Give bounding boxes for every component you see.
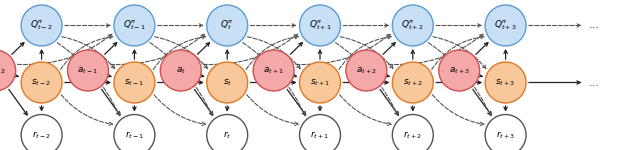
Ellipse shape [300,5,340,46]
Text: $Q_{t-2}^{\pi}$: $Q_{t-2}^{\pi}$ [30,19,53,32]
Text: $Q_{t+3}^{\pi}$: $Q_{t+3}^{\pi}$ [494,19,517,32]
Ellipse shape [114,114,155,150]
Text: $s_{t+1}$: $s_{t+1}$ [310,77,330,88]
Ellipse shape [439,50,480,91]
Ellipse shape [0,50,16,91]
Text: $Q_{t-1}^{\pi}$: $Q_{t-1}^{\pi}$ [123,19,146,32]
Text: ...: ... [589,21,600,30]
Ellipse shape [485,5,526,46]
Text: $r_{t+1}$: $r_{t+1}$ [310,129,330,141]
Ellipse shape [346,50,387,91]
Ellipse shape [253,50,294,91]
Text: $a_{t+2}$: $a_{t+2}$ [356,65,377,76]
Text: $Q_{t+2}^{\pi}$: $Q_{t+2}^{\pi}$ [401,19,424,32]
Ellipse shape [207,5,248,46]
Ellipse shape [207,114,248,150]
Text: $r_{t+3}$: $r_{t+3}$ [496,129,515,141]
Text: $s_{t+3}$: $s_{t+3}$ [495,77,516,88]
Ellipse shape [207,62,248,103]
Text: $s_t$: $s_t$ [223,77,232,88]
Text: ...: ... [589,78,600,87]
Ellipse shape [21,5,62,46]
Ellipse shape [392,62,433,103]
Ellipse shape [160,50,201,91]
Text: $a_{t-1}$: $a_{t-1}$ [77,65,99,76]
Ellipse shape [114,5,155,46]
Ellipse shape [392,5,433,46]
Text: $s_{t-2}$: $s_{t-2}$ [31,77,52,88]
Text: $s_{t+2}$: $s_{t+2}$ [403,77,423,88]
Text: $Q_t^{\pi}$: $Q_t^{\pi}$ [220,19,234,32]
Ellipse shape [392,114,433,150]
Text: $a_t$: $a_t$ [176,65,186,76]
Ellipse shape [114,62,155,103]
Ellipse shape [68,50,109,91]
Text: $r_t$: $r_t$ [223,129,232,141]
Text: $s_{t-1}$: $s_{t-1}$ [124,77,145,88]
Ellipse shape [485,114,526,150]
Text: $r_{t+2}$: $r_{t+2}$ [403,129,422,141]
Ellipse shape [21,62,62,103]
Text: $a_{t-2}$: $a_{t-2}$ [0,65,6,76]
Text: $Q_{t+1}^{\pi}$: $Q_{t+1}^{\pi}$ [308,19,332,32]
Text: $r_{t-2}$: $r_{t-2}$ [32,129,51,141]
Ellipse shape [300,62,340,103]
Ellipse shape [485,62,526,103]
Text: $a_{t+3}$: $a_{t+3}$ [449,65,470,76]
Text: $r_{t-1}$: $r_{t-1}$ [125,129,144,141]
Ellipse shape [21,114,62,150]
Text: $a_{t+1}$: $a_{t+1}$ [263,65,284,76]
Ellipse shape [300,114,340,150]
